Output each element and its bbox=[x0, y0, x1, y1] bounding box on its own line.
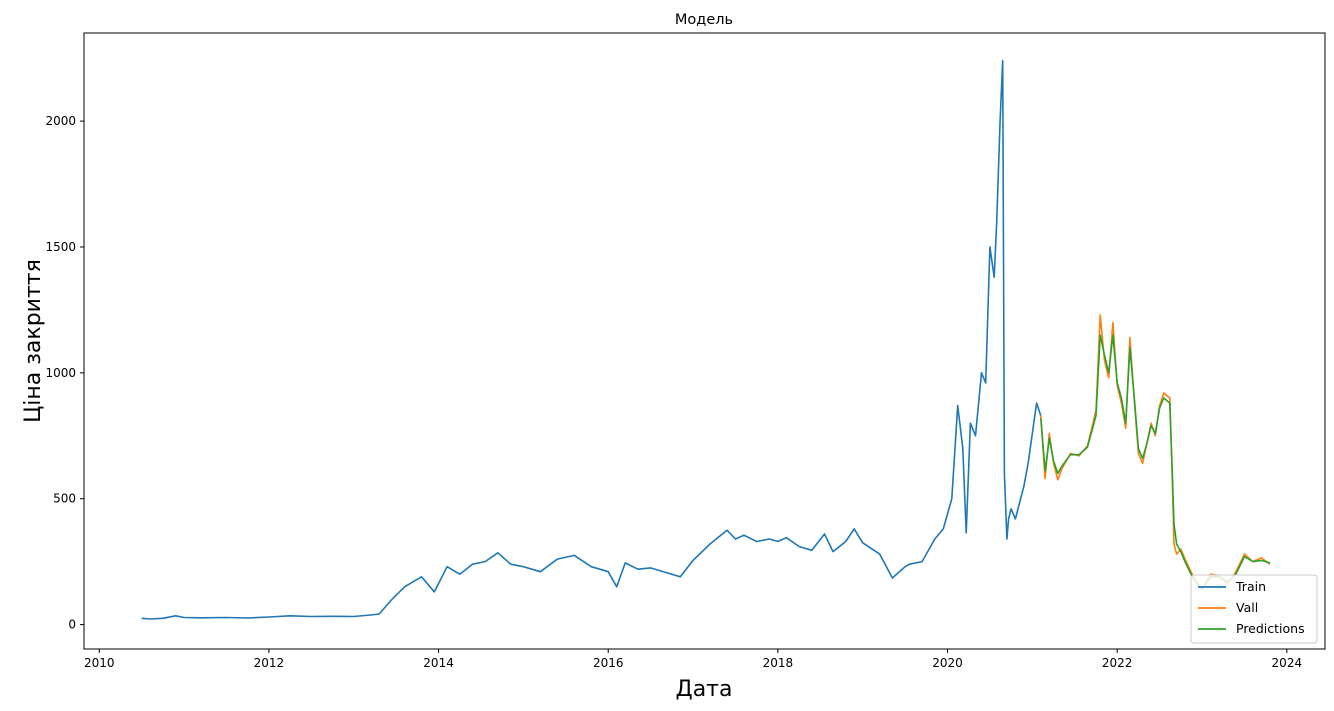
y-tick-label: 0 bbox=[68, 618, 76, 632]
x-tick-label: 2020 bbox=[932, 656, 963, 670]
x-tick-label: 2014 bbox=[423, 656, 454, 670]
x-tick-label: 2012 bbox=[254, 656, 285, 670]
y-tick-label: 2000 bbox=[45, 114, 76, 128]
legend-label-vall: Vall bbox=[1236, 600, 1258, 615]
y-tick-label: 1000 bbox=[45, 366, 76, 380]
x-tick-label: 2018 bbox=[763, 656, 794, 670]
x-axis: 2010 2012 2014 2016 2018 2020 2022 2024 bbox=[84, 649, 1302, 670]
series-line-train bbox=[141, 59, 1042, 620]
legend: Train Vall Predictions bbox=[1190, 574, 1318, 644]
legend-box bbox=[1190, 574, 1318, 644]
x-tick-label: 2024 bbox=[1272, 656, 1303, 670]
x-tick-label: 2010 bbox=[84, 656, 115, 670]
x-tick-label: 2022 bbox=[1102, 656, 1133, 670]
x-axis-title: Дата bbox=[676, 677, 733, 702]
x-tick-label: 2016 bbox=[593, 656, 624, 670]
chart-title: Модель bbox=[675, 12, 733, 28]
plot-frame bbox=[83, 32, 1326, 650]
y-tick-label: 500 bbox=[53, 492, 76, 506]
y-axis-title: Ціна закриття bbox=[21, 259, 46, 423]
legend-label-predictions: Predictions bbox=[1236, 621, 1305, 636]
y-tick-label: 1500 bbox=[45, 240, 76, 254]
y-axis: 0 500 1000 1500 2000 bbox=[45, 114, 84, 632]
legend-label-train: Train bbox=[1235, 579, 1266, 594]
